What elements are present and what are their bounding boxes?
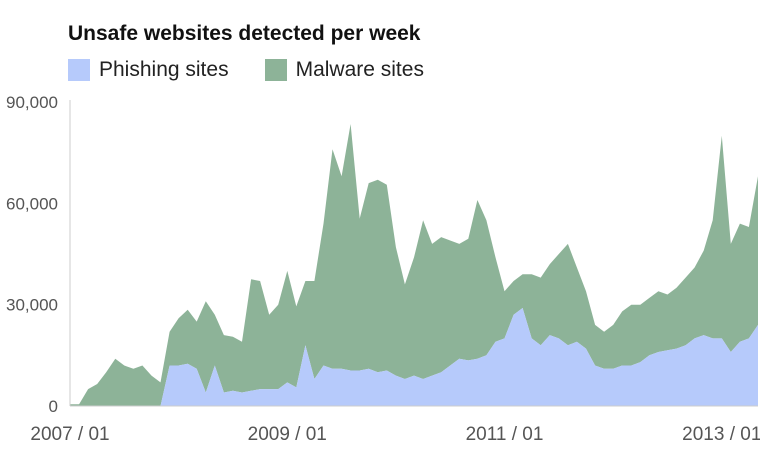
legend-label-phishing: Phishing sites <box>99 58 229 81</box>
y-tick-label: 90,000 <box>6 93 58 112</box>
legend: Phishing sites Malware sites <box>68 58 460 82</box>
x-tick-label: 2011 / 01 <box>466 424 544 445</box>
series-area-malware <box>70 124 758 406</box>
chart-title: Unsafe websites detected per week <box>68 22 421 45</box>
series-area-phishing <box>70 308 758 406</box>
y-tick-label: 0 <box>49 397 58 416</box>
y-tick-label: 30,000 <box>6 296 58 315</box>
x-tick-label: 2013 / 01 <box>682 424 760 445</box>
legend-item-phishing[interactable]: Phishing sites <box>68 58 229 82</box>
x-tick-label: 2007 / 01 <box>30 424 109 445</box>
legend-swatch-malware <box>264 59 287 81</box>
legend-item-malware[interactable]: Malware sites <box>264 58 424 82</box>
x-tick-label: 2009 / 01 <box>248 424 327 445</box>
legend-swatch-phishing <box>68 59 90 81</box>
legend-label-malware: Malware sites <box>295 58 424 81</box>
y-tick-label: 60,000 <box>6 194 58 213</box>
